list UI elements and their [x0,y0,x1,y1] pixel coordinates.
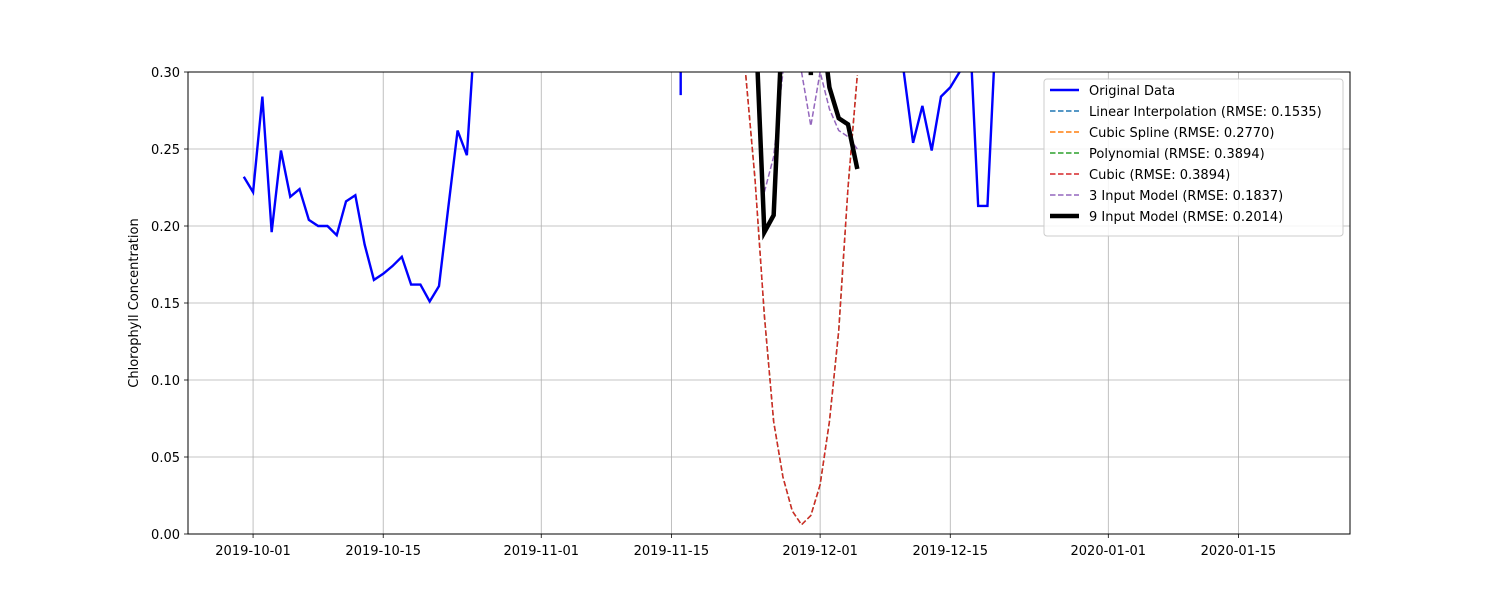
y-tick-label: 0.25 [151,143,180,158]
x-tick-label: 2019-10-15 [345,544,421,559]
x-tick-label: 2020-01-01 [1071,544,1147,559]
y-tick-label: 0.10 [151,374,180,389]
y-tick-label: 0.00 [151,528,180,543]
y-axis-title: Chlorophyll Concentration [127,218,142,387]
y-tick-label: 0.05 [151,451,180,466]
legend-label: 3 Input Model (RMSE: 0.1837) [1089,189,1283,204]
legend-label: 9 Input Model (RMSE: 0.2014) [1089,210,1283,225]
legend-box [1043,78,1344,237]
legend-label: Original Data [1089,84,1175,99]
legend-label: Linear Interpolation (RMSE: 0.1535) [1089,105,1322,120]
x-tick-label: 2019-12-15 [912,544,988,559]
legend-label: Polynomial (RMSE: 0.3894) [1089,147,1265,162]
series-group [242,72,996,526]
x-tick-label: 2020-01-15 [1201,544,1277,559]
series-line-cubic [745,75,859,526]
ticks: 2019-10-01 2019-10-15 2019-11-01 2019-11-15… [151,66,1276,559]
x-tick-label: 2019-11-15 [634,544,710,559]
legend-label: Cubic Spline (RMSE: 0.2770) [1089,126,1274,141]
x-tick-label: 2019-12-01 [782,544,858,559]
legend-label: Cubic (RMSE: 0.3894) [1089,168,1230,183]
y-tick-label: 0.30 [151,66,180,81]
legend: Original Data Linear Interpolation (RMSE:… [1043,78,1344,237]
y-tick-label: 0.15 [151,297,180,312]
x-tick-label: 2019-11-01 [503,544,579,559]
y-tick-label: 0.20 [151,220,180,235]
x-tick-label: 2019-10-01 [215,544,291,559]
series-line-9 [755,72,860,241]
series-line-original [242,72,996,304]
